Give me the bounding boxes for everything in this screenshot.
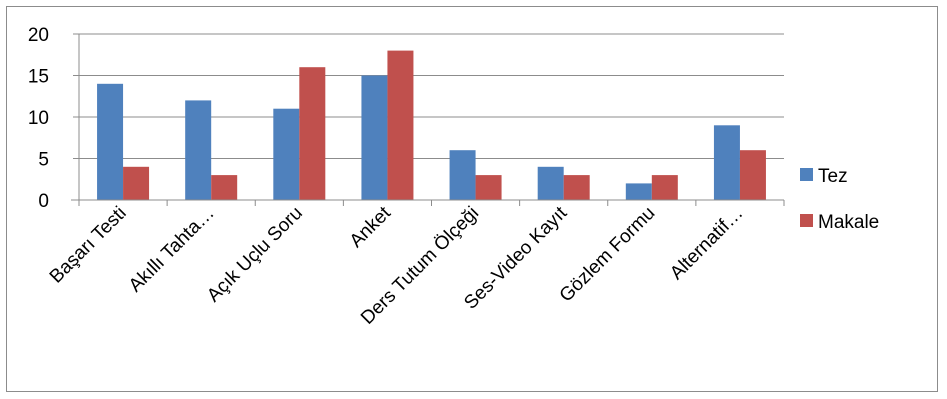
bar-makale bbox=[651, 175, 678, 200]
legend-label-tez: Tez bbox=[818, 166, 848, 187]
bar-tez bbox=[713, 125, 740, 200]
bar-makale bbox=[563, 175, 590, 200]
gridlines bbox=[79, 33, 784, 159]
y-tick-label: 20 bbox=[28, 25, 49, 46]
y-tick-label: 10 bbox=[28, 108, 49, 129]
x-tick-label: Anket bbox=[346, 202, 396, 252]
bar-tez bbox=[625, 183, 652, 200]
bar-tez bbox=[273, 108, 300, 200]
bars bbox=[97, 50, 766, 200]
bar-makale bbox=[387, 50, 414, 200]
x-tick-label: Gözlem Formu bbox=[556, 203, 660, 307]
x-tick-label: Akıllı Tahta… bbox=[125, 203, 219, 297]
legend-label-makale: Makale bbox=[818, 212, 879, 233]
legend: Tez Makale bbox=[800, 166, 879, 233]
bar-tez bbox=[361, 75, 388, 200]
y-tick-label: 5 bbox=[38, 150, 49, 171]
bar-tez bbox=[449, 150, 476, 200]
y-tick-label: 15 bbox=[28, 67, 49, 88]
x-tick-label: Alternatif… bbox=[666, 203, 747, 284]
y-tick-label: 0 bbox=[38, 191, 49, 212]
bar-makale bbox=[123, 166, 150, 200]
bar-tez bbox=[185, 100, 212, 200]
x-tick-label: Başarı Testi bbox=[46, 203, 131, 288]
bar-tez bbox=[537, 166, 564, 200]
x-tick-label: Açık Uçlu Soru bbox=[203, 203, 307, 307]
bar-makale bbox=[475, 175, 502, 200]
bar-tez bbox=[97, 83, 124, 200]
bar-makale bbox=[739, 150, 766, 200]
legend-swatch-makale bbox=[800, 214, 813, 227]
legend-swatch-tez bbox=[800, 168, 813, 181]
bar-makale bbox=[211, 175, 238, 200]
bar-makale bbox=[299, 67, 326, 200]
